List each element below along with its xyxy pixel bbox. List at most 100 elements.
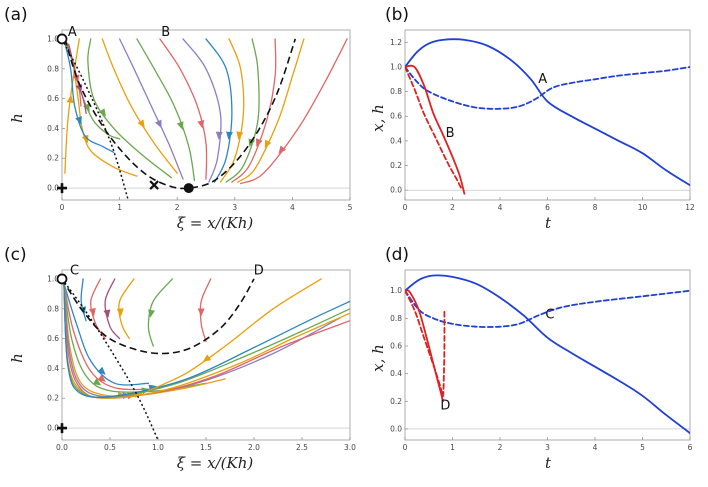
series-line-x-D (405, 289, 444, 403)
open-circle-marker (56, 33, 68, 45)
y-tick-label: 0.0 (47, 424, 59, 433)
x-tick-label: 0 (403, 443, 408, 452)
x-tick-label: 4 (593, 443, 598, 452)
y-tick-label: 0.2 (47, 394, 59, 403)
plot-frame (404, 29, 691, 201)
x-tick-label: 5 (640, 443, 645, 452)
annotation-b: B (446, 126, 455, 141)
direction-arrow (81, 134, 89, 144)
x-tick-label: 0.0 (56, 443, 68, 452)
y-tick-label: 0.2 (390, 161, 402, 170)
direction-arrow (226, 131, 233, 140)
y-tick-label: 0.6 (390, 342, 402, 351)
series-line-traj-13 (205, 38, 233, 183)
filled-circle-marker (183, 183, 194, 194)
direction-arrow (215, 131, 223, 140)
series-line-traj-9 (63, 282, 207, 393)
x-tick-label: 3 (545, 443, 550, 452)
series-line-h-B (405, 66, 463, 191)
x-tick-label: 3.0 (344, 443, 356, 452)
cross-marker (149, 180, 159, 190)
direction-arrow (66, 94, 74, 104)
annotation-d: D (254, 263, 264, 278)
y-tick-label: 0.0 (47, 184, 59, 193)
series-line-traj-3 (104, 278, 121, 340)
x-tick-label: 0 (60, 203, 65, 212)
x-tick-label: 0 (403, 203, 408, 212)
plus-marker (57, 423, 67, 434)
direction-arrow (176, 121, 184, 130)
panel-b: 0 2 4 6 8 10 12 0.0 0.2 0.4 0.6 0.8 1.0 1.2 A B (b) t x, h (369, 5, 695, 232)
direction-arrow (137, 119, 145, 129)
direction-arrow (98, 108, 107, 117)
x-tick-label: 6 (545, 203, 550, 212)
y-axis-label: x, h (369, 344, 387, 372)
direction-arrow (103, 309, 111, 318)
boundary-dotted (62, 38, 129, 200)
panel-label: (c) (4, 245, 27, 265)
direction-arrow (248, 138, 256, 148)
series-line-traj-12 (63, 282, 350, 399)
x-tick-label: 3 (232, 203, 237, 212)
y-tick-label: 1.0 (390, 286, 402, 295)
series-line-traj-9 (118, 38, 184, 180)
x-tick-label: 4 (498, 203, 503, 212)
series-line-x-A (405, 38, 690, 187)
x-tick-label: 5 (348, 203, 353, 212)
series-line-traj-16 (147, 278, 322, 392)
y-tick-label: 0.6 (47, 334, 59, 343)
x-tick-label: 2.5 (296, 443, 308, 452)
y-tick-label: 0.0 (390, 424, 402, 433)
panel-d: 0 1 2 3 4 5 6 0.0 0.2 0.4 0.6 0.8 1.0 C D (d) t x, h (369, 245, 693, 472)
annotation-b: B (161, 25, 170, 40)
series-line-traj-15 (225, 38, 260, 183)
series-line-traj-7 (63, 282, 150, 386)
series-line-x-B (405, 64, 466, 195)
x-axis-label: ξ = x/(Kh) (177, 214, 254, 232)
direction-arrow (116, 308, 124, 317)
y-tick-label: 1.0 (47, 34, 59, 43)
annotation-c: C (545, 307, 554, 322)
direction-arrow (236, 131, 244, 140)
x-tick-label: 1 (450, 443, 455, 452)
direction-arrow (264, 139, 272, 149)
x-tick-label: 1.5 (200, 443, 212, 452)
x-tick-label: 12 (685, 203, 695, 212)
panel-label: (b) (385, 5, 409, 25)
series-line-traj-12 (182, 38, 222, 183)
nullcline-dashed (64, 38, 297, 190)
series-line-traj-4 (65, 42, 121, 140)
series-line-traj-8 (101, 38, 178, 174)
y-axis-label: h (8, 353, 26, 363)
y-tick-label: 0.4 (47, 124, 59, 133)
direction-arrow (88, 307, 96, 317)
x-tick-label: 2 (498, 443, 503, 452)
direction-arrow (197, 120, 205, 129)
series-line-traj-3 (64, 42, 115, 153)
series-line-traj-1 (80, 278, 87, 322)
y-tick-label: 0.4 (47, 364, 59, 373)
y-tick-label: 0.4 (390, 369, 402, 378)
y-tick-label: 1.0 (47, 274, 59, 283)
plot-area (405, 274, 690, 434)
series-line-traj-11 (159, 38, 208, 180)
y-tick-label: 0.4 (390, 136, 402, 145)
plot-frame (61, 269, 351, 441)
series-line-traj-10 (63, 282, 226, 398)
annotation-a: A (538, 72, 547, 87)
x-tick-label: 6 (688, 443, 693, 452)
x-tick-label: 1.0 (152, 443, 164, 452)
y-tick-label: 0.8 (47, 304, 59, 313)
y-tick-label: 0.8 (390, 87, 402, 96)
direction-arrow (197, 308, 205, 317)
direction-arrow (202, 354, 212, 362)
x-tick-label: 4 (290, 203, 295, 212)
x-axis-label: t (545, 214, 552, 232)
annotation-a: A (68, 25, 77, 40)
panel-c: 0.0 0.5 1.0 1.5 2.0 2.5 3.0 0.0 0.2 0.4 0.6 0.8 1.0 C… (4, 245, 356, 472)
panel-label: (d) (385, 245, 409, 265)
series-line-h-A (405, 66, 690, 110)
panel-label: (a) (4, 5, 28, 25)
x-tick-label: 2 (175, 203, 180, 212)
